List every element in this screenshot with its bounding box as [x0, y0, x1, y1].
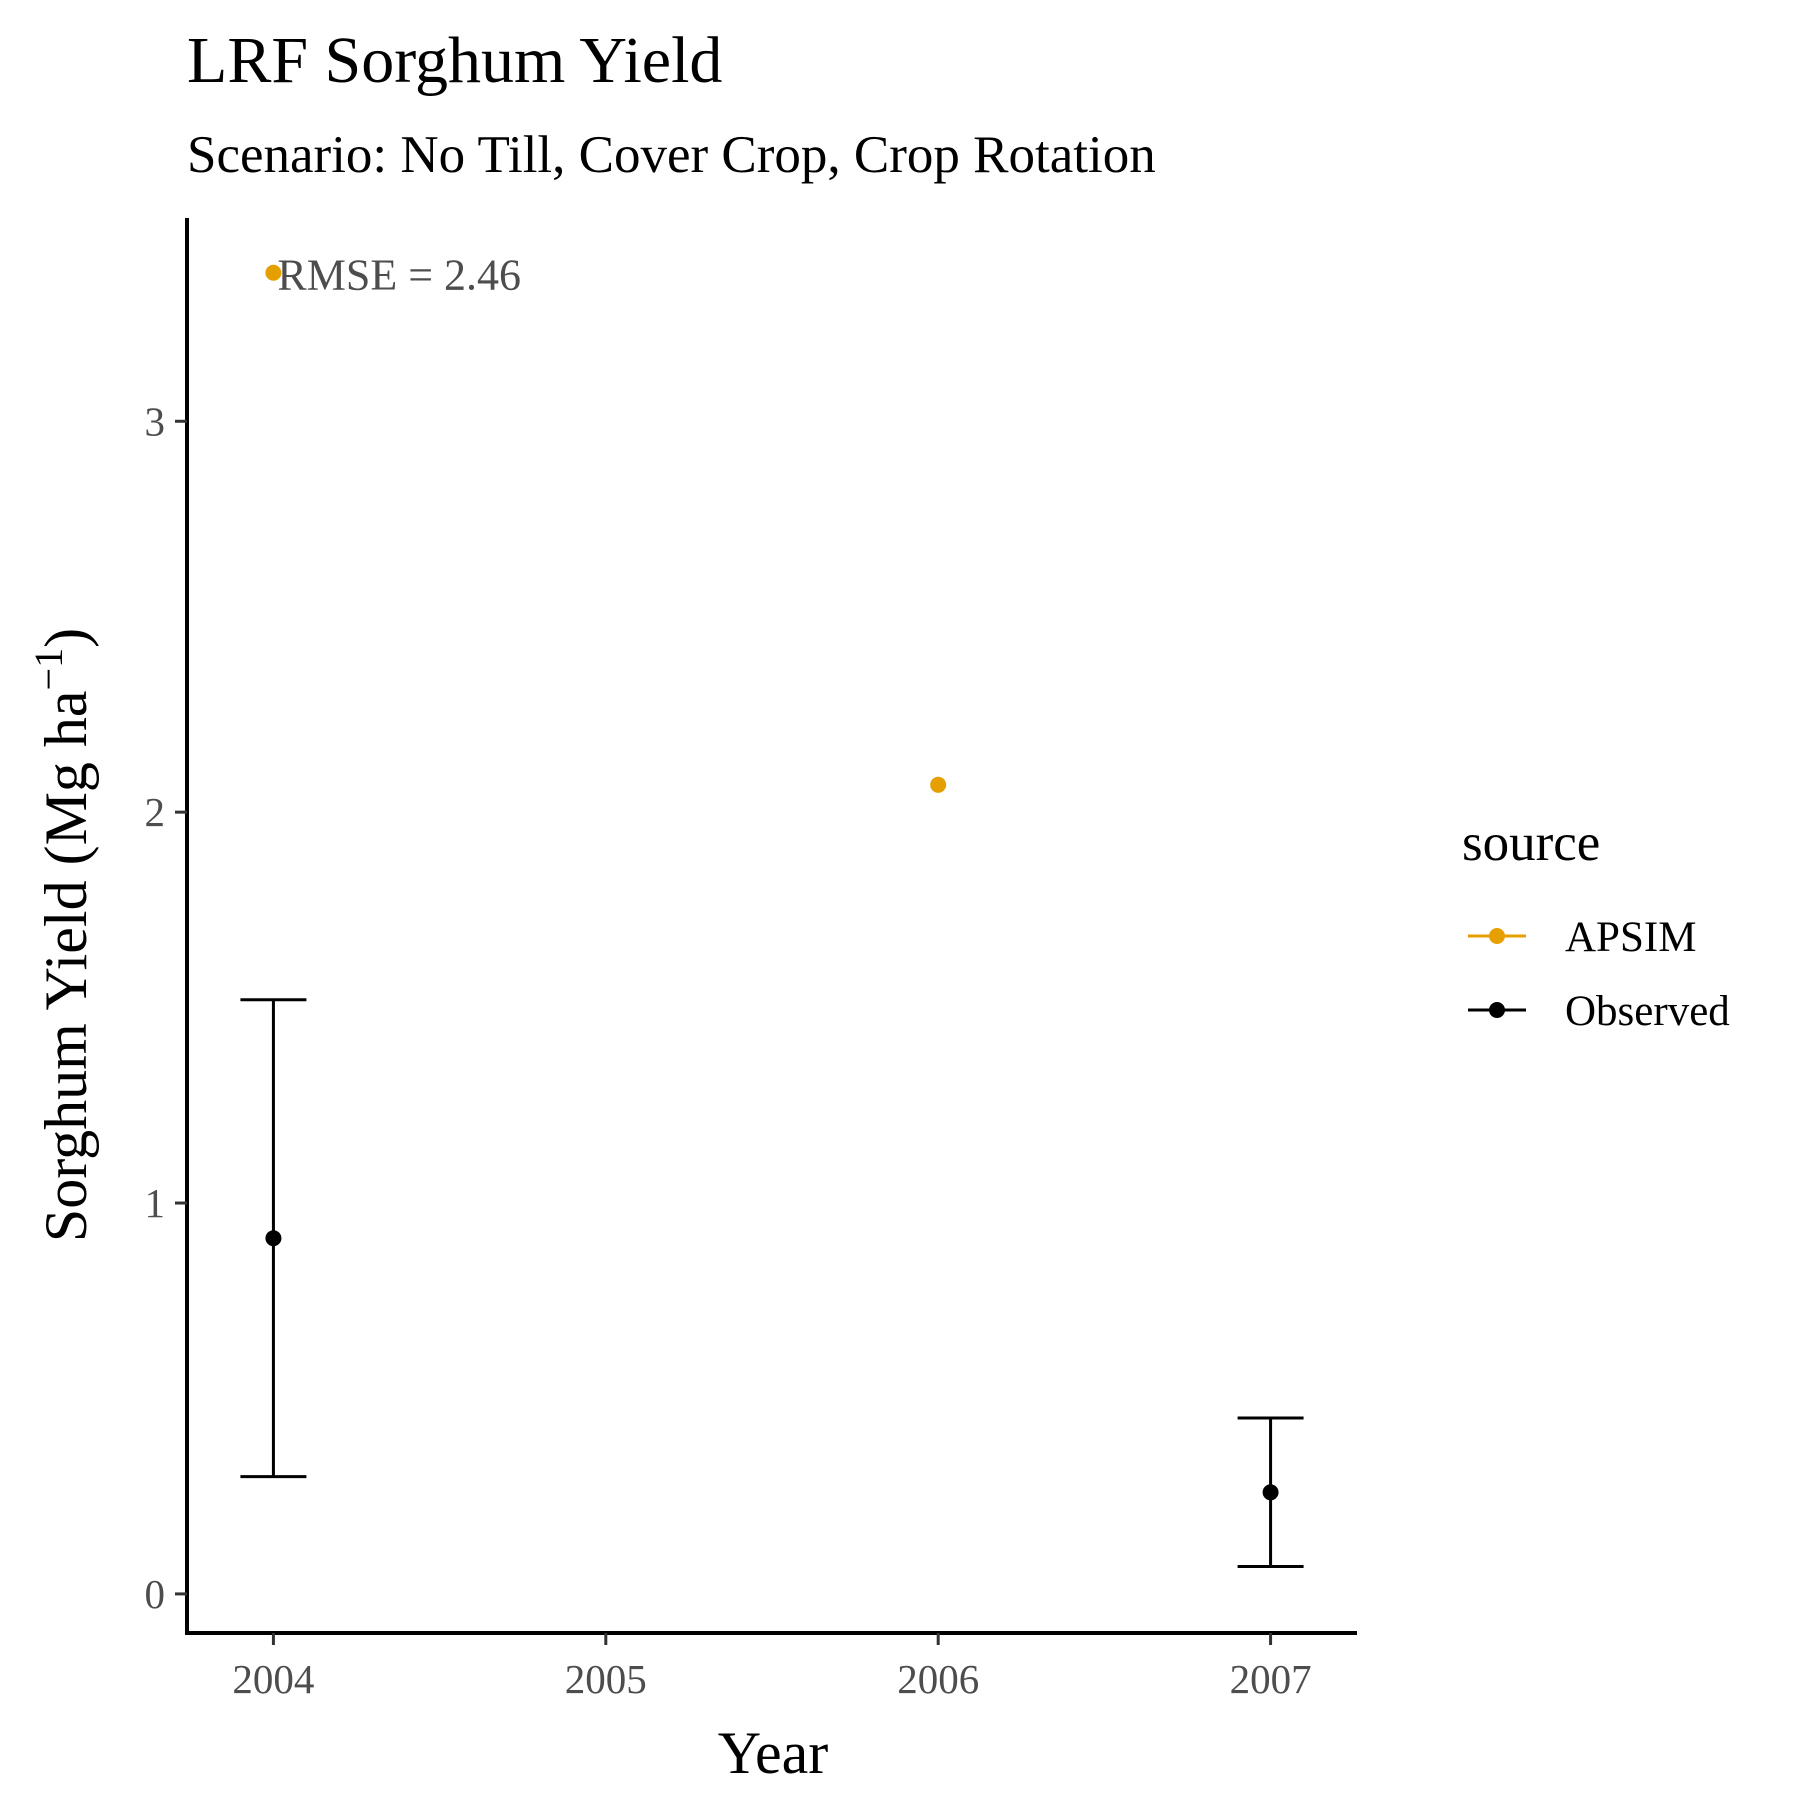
y-axis-title-group: Sorghum Yield (Mg ha−1)	[26, 628, 99, 1242]
legend-label: APSIM	[1565, 914, 1696, 961]
x-tick-label: 2006	[897, 1656, 979, 1702]
x-tick-label: 2005	[565, 1656, 647, 1702]
x-tick-label: 2007	[1230, 1656, 1312, 1702]
chart-subtitle: Scenario: No Till, Cover Crop, Crop Rota…	[187, 126, 1156, 184]
svg-text:Sorghum Yield (Mg ha−1): Sorghum Yield (Mg ha−1)	[26, 628, 99, 1242]
y-tick-label: 0	[145, 1571, 166, 1617]
y-tick-label: 2	[145, 789, 166, 835]
y-axis-title-close: )	[33, 628, 99, 648]
data-point-observed	[265, 1230, 282, 1247]
y-axis-title-exponent: −1	[26, 648, 71, 691]
data-point-apsim	[930, 776, 947, 793]
legend-title: source	[1462, 814, 1600, 872]
legend-label: Observed	[1565, 988, 1730, 1035]
y-axis-title: Sorghum Yield (Mg ha	[33, 690, 99, 1242]
legend: source APSIM Observed	[1462, 814, 1730, 1035]
chart-title: LRF Sorghum Yield	[187, 24, 722, 97]
data-point-apsim	[265, 264, 282, 281]
plot-area: 0 1 2 3 2004 2005 2006 2007 RMSE = 2.46	[145, 218, 1357, 1702]
rmse-annotation: RMSE = 2.46	[277, 251, 521, 300]
y-tick-label: 1	[145, 1180, 166, 1226]
legend-key-point	[1489, 1002, 1505, 1018]
y-tick-label: 3	[145, 398, 166, 444]
legend-key-point	[1489, 928, 1505, 944]
x-tick-label: 2004	[232, 1656, 314, 1702]
data-point-observed	[1262, 1484, 1279, 1501]
x-axis-title: Year	[718, 1720, 829, 1786]
